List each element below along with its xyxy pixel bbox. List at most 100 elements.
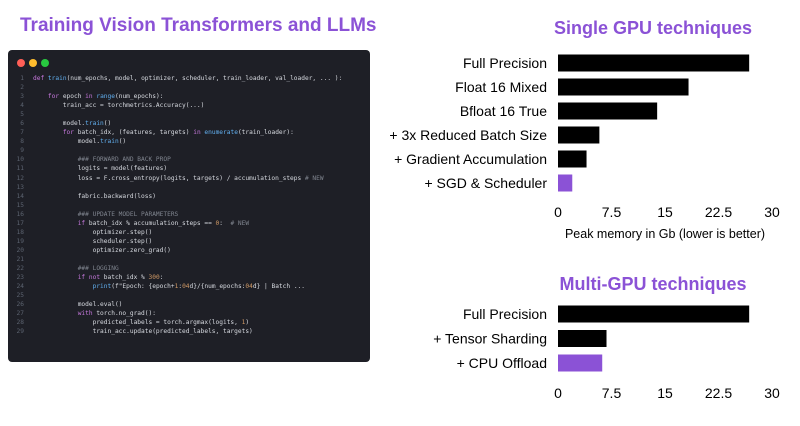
code-line: 21 bbox=[8, 255, 370, 264]
line-number: 12 bbox=[16, 174, 24, 182]
category-label: + Tensor Sharding bbox=[433, 331, 547, 347]
code-line: 17 if batch_idx % accumulation_steps == … bbox=[8, 219, 370, 228]
category-label: + 3x Reduced Batch Size bbox=[389, 127, 547, 143]
code-text bbox=[33, 146, 370, 155]
code-text: def train(num_epochs, model, optimizer, … bbox=[33, 75, 343, 82]
line-number: 10 bbox=[16, 156, 24, 164]
code-line: 6 model.train() bbox=[8, 119, 370, 128]
line-number: 11 bbox=[16, 165, 24, 173]
line-number: 20 bbox=[16, 246, 24, 254]
bar bbox=[558, 330, 607, 347]
code-text: model.eval() bbox=[33, 301, 123, 309]
bar bbox=[558, 78, 689, 96]
code-text: predicted_labels = torch.argmax(logits, … bbox=[33, 319, 250, 327]
code-text: if not batch_idx % 300: bbox=[77, 274, 164, 282]
code-text bbox=[33, 255, 370, 264]
code-line: 15 bbox=[8, 201, 370, 210]
x-tick-label: 30 bbox=[764, 385, 780, 401]
minimize-window-icon bbox=[29, 59, 37, 67]
close-window-icon bbox=[17, 59, 25, 67]
multi-gpu-chart: Multi-GPU techniques Full Precision + Tens… bbox=[433, 274, 780, 401]
code-text: model.train() bbox=[33, 138, 127, 146]
code-line: 9 bbox=[8, 146, 370, 155]
bar bbox=[558, 126, 600, 144]
x-tick-label: 7.5 bbox=[602, 204, 622, 220]
line-number: 28 bbox=[16, 319, 24, 327]
line-number: 27 bbox=[16, 310, 24, 318]
charts-panel: Single GPU techniques Full Precision Float… bbox=[375, 0, 800, 426]
x-tick-label: 7.5 bbox=[602, 385, 622, 401]
code-line: 28 predicted_labels = torch.argmax(logit… bbox=[8, 318, 370, 327]
line-number: 8 bbox=[20, 138, 24, 146]
x-tick-label: 15 bbox=[657, 204, 673, 220]
code-text: fabric.backward(loss) bbox=[33, 192, 156, 200]
code-line: 8 model.train() bbox=[8, 137, 370, 146]
category-label: + Gradient Accumulation bbox=[394, 151, 547, 167]
code-text: if batch_idx % accumulation_steps == 0: … bbox=[77, 219, 250, 227]
x-tick-label: 0 bbox=[554, 204, 562, 220]
single-gpu-chart: Single GPU techniques Full Precision Float… bbox=[389, 18, 780, 241]
line-number: 13 bbox=[16, 183, 24, 191]
chart-title: Multi-GPU techniques bbox=[559, 274, 746, 294]
code-text: model.train() bbox=[33, 120, 112, 128]
category-label: Full Precision bbox=[463, 55, 547, 71]
code-text bbox=[33, 83, 370, 92]
bar bbox=[558, 354, 603, 372]
line-number: 9 bbox=[20, 147, 24, 155]
line-number: 21 bbox=[16, 255, 24, 263]
bar bbox=[558, 305, 750, 323]
bar bbox=[558, 102, 658, 120]
code-text: ### FORWARD AND BACK PROP bbox=[77, 156, 171, 164]
code-line: 29 train_acc.update(predicted_labels, ta… bbox=[8, 327, 370, 336]
x-tick-label: 15 bbox=[657, 385, 673, 401]
code-line: 13 bbox=[8, 183, 370, 192]
code-text: optimizer.step() bbox=[33, 228, 153, 236]
maximize-window-icon bbox=[41, 59, 49, 67]
line-number: 2 bbox=[20, 84, 24, 92]
code-text: scheduler.step() bbox=[33, 237, 153, 245]
x-tick-label: 22.5 bbox=[705, 385, 732, 401]
line-number: 19 bbox=[16, 237, 24, 245]
line-number: 16 bbox=[16, 210, 24, 218]
code-line: 23 if not batch_idx % 300: bbox=[8, 273, 370, 282]
category-label: + CPU Offload bbox=[457, 355, 547, 371]
code-line: 25 bbox=[8, 291, 370, 300]
code-line: 4 train_acc = torchmetrics.Accuracy(...) bbox=[8, 101, 370, 110]
code-text: for batch_idx, (features, targets) in en… bbox=[62, 129, 294, 137]
code-text: train_acc = torchmetrics.Accuracy(...) bbox=[33, 102, 205, 110]
code-line: 24 print(f"Epoch: {epoch+1:04d}/{num_epo… bbox=[8, 282, 370, 291]
code-line: 10 ### FORWARD AND BACK PROP bbox=[8, 155, 370, 164]
code-line: 14 fabric.backward(loss) bbox=[8, 192, 370, 201]
code-line: 27 with torch.no_grad(): bbox=[8, 309, 370, 318]
x-tick-label: 22.5 bbox=[705, 204, 732, 220]
line-number: 5 bbox=[20, 111, 24, 119]
category-label: Full Precision bbox=[463, 306, 547, 322]
chart-title: Single GPU techniques bbox=[554, 18, 752, 38]
code-line: 22 ### LOGGING bbox=[8, 264, 370, 273]
line-number: 3 bbox=[20, 93, 24, 101]
code-line: 5 bbox=[8, 110, 370, 119]
line-number: 22 bbox=[16, 264, 24, 272]
line-number: 24 bbox=[16, 283, 24, 291]
page-title: Training Vision Transformers and LLMs bbox=[20, 15, 377, 36]
line-number: 6 bbox=[20, 120, 24, 128]
code-block: 1 def train(num_epochs, model, optimizer,… bbox=[8, 74, 370, 336]
line-number: 26 bbox=[16, 301, 24, 309]
code-line: 19 scheduler.step() bbox=[8, 237, 370, 246]
bar bbox=[558, 54, 750, 72]
code-text: ### UPDATE MODEL PARAMETERS bbox=[77, 210, 179, 218]
bar bbox=[558, 174, 573, 192]
code-text: print(f"Epoch: {epoch+1:04d}/{num_epochs… bbox=[92, 283, 306, 291]
code-text: with torch.no_grad(): bbox=[77, 310, 156, 318]
code-line: 26 model.eval() bbox=[8, 300, 370, 309]
code-text: for epoch in range(num_epochs): bbox=[47, 93, 164, 101]
code-text: optimizer.zero_grad() bbox=[33, 246, 171, 254]
code-text bbox=[33, 110, 370, 119]
x-axis-label: Peak memory in Gb (lower is better) bbox=[565, 227, 765, 241]
category-label: + SGD & Scheduler bbox=[424, 175, 547, 191]
code-text: loss = F.cross_entropy(logits, targets) … bbox=[33, 174, 324, 182]
code-text: train_acc.update(predicted_labels, targe… bbox=[33, 328, 253, 336]
code-line: 11 logits = model(features) bbox=[8, 164, 370, 173]
code-text bbox=[33, 201, 370, 210]
code-line: 18 optimizer.step() bbox=[8, 228, 370, 237]
